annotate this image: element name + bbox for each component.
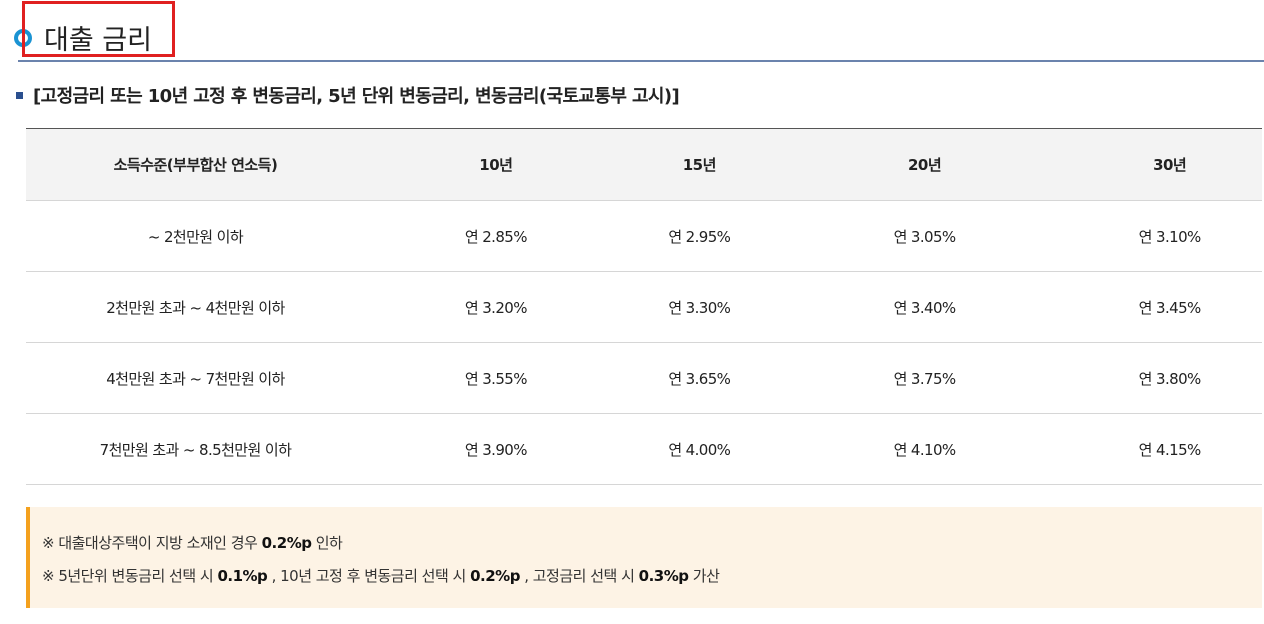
notice-line-regional-discount: ※ 대출대상주택이 지방 소재인 경우 0.2%p 인하 [42,527,1262,560]
notice-text: ※ 대출대상주택이 지방 소재인 경우 [42,534,262,552]
section-title: 대출 금리 [44,25,152,56]
rate-cell: 연 3.10% [1077,200,1262,272]
rate-cell: 연 3.80% [1077,342,1262,414]
rate-cell: 연 3.75% [771,342,1078,414]
notice-text: 가산 [688,567,720,585]
rate-cell: 연 4.10% [771,413,1078,485]
rate-cell: 연 4.00% [626,413,772,485]
column-header-15y: 15년 [626,128,772,201]
table-row: 7천만원 초과 ~ 8.5천만원 이하 연 3.90% 연 4.00% 연 4.… [26,413,1262,485]
notice-line-surcharge: ※ 5년단위 변동금리 선택 시 0.1%p , 10년 고정 후 변동금리 선… [42,560,1262,593]
income-level-cell: 2천만원 초과 ~ 4천만원 이하 [26,271,365,343]
notice-value: 0.3%p [638,567,689,585]
rate-cell: 연 3.45% [1077,271,1262,343]
column-header-30y: 30년 [1077,128,1262,201]
highlight-box [22,1,175,57]
square-bullet-icon [16,92,23,99]
notice-value: 0.2%p [470,567,520,585]
notice-text: , 고정금리 선택 시 [519,567,639,585]
header-divider [18,60,1264,62]
column-header-10y: 10년 [364,128,627,201]
interest-rate-table: 소득수준(부부합산 연소득) 10년 15년 20년 30년 ~ 2천만원 이하… [26,128,1262,485]
rate-cell: 연 3.55% [364,342,627,414]
table-row: ~ 2천만원 이하 연 2.85% 연 2.95% 연 3.05% 연 3.10… [26,200,1262,272]
section-header: 대출 금리 [0,0,1264,62]
income-level-cell: 4천만원 초과 ~ 7천만원 이하 [26,342,365,414]
notice-box: ※ 대출대상주택이 지방 소재인 경우 0.2%p 인하 ※ 5년단위 변동금리… [26,507,1262,608]
column-header-income: 소득수준(부부합산 연소득) [26,128,365,201]
income-level-cell: ~ 2천만원 이하 [26,200,365,272]
rate-cell: 연 3.40% [771,271,1078,343]
rate-cell: 연 4.15% [1077,413,1262,485]
table-row: 4천만원 초과 ~ 7천만원 이하 연 3.55% 연 3.65% 연 3.75… [26,342,1262,414]
income-level-cell: 7천만원 초과 ~ 8.5천만원 이하 [26,413,365,485]
table-row: 2천만원 초과 ~ 4천만원 이하 연 3.20% 연 3.30% 연 3.40… [26,271,1262,343]
rate-cell: 연 3.05% [771,200,1078,272]
notice-text: ※ 5년단위 변동금리 선택 시 [42,567,218,585]
notice-value: 0.1%p [217,567,268,585]
rate-cell: 연 2.95% [626,200,772,272]
subtitle: [고정금리 또는 10년 고정 후 변동금리, 5년 단위 변동금리, 변동금리… [33,86,680,107]
table-header-row: 소득수준(부부합산 연소득) 10년 15년 20년 30년 [26,128,1262,201]
rate-cell: 연 3.90% [364,413,627,485]
notice-text: 인하 [311,534,343,552]
rate-cell: 연 3.65% [626,342,772,414]
rate-cell: 연 3.20% [364,271,627,343]
rate-cell: 연 3.30% [626,271,772,343]
notice-text: , 10년 고정 후 변동금리 선택 시 [267,567,471,585]
column-header-20y: 20년 [771,128,1078,201]
rate-cell: 연 2.85% [364,200,627,272]
notice-value: 0.2%p [261,534,312,552]
